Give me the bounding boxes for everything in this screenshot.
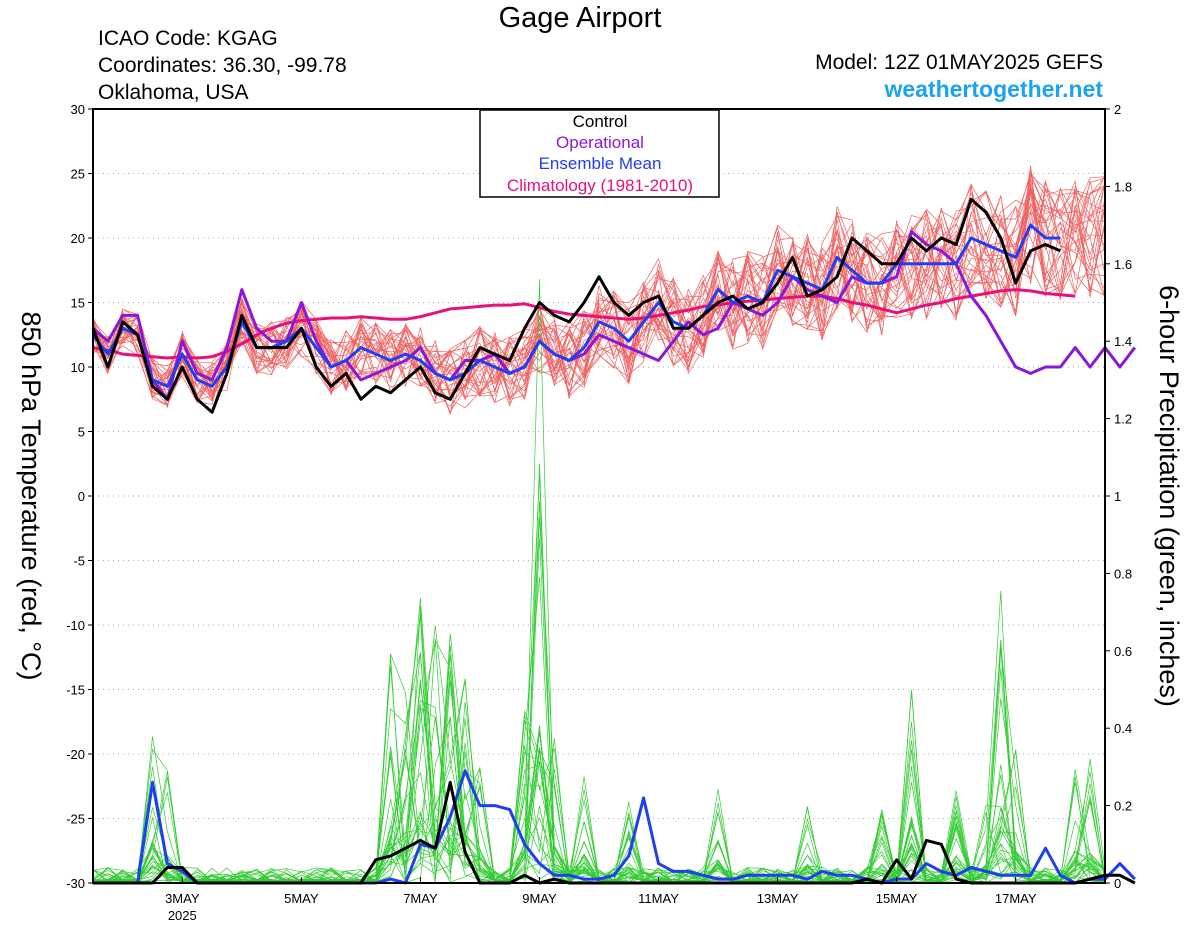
legend-frame [479, 109, 720, 198]
temp-operational-line [92, 230, 1136, 401]
precip-member-line [92, 665, 1106, 884]
left-tick-label: 20 [71, 231, 85, 246]
precip-member-line [92, 616, 1106, 884]
temp-member-line [92, 176, 1106, 407]
right-tick-label: 2 [1114, 102, 1121, 117]
temp-member-line [92, 170, 1106, 405]
left-tick-label: 15 [71, 296, 85, 311]
right-tick-label: 1.6 [1114, 257, 1132, 272]
ensemble-members [92, 165, 1106, 885]
right-tick-label: 1 [1114, 489, 1121, 504]
precip-member-line [92, 699, 1106, 884]
precip-member-line [92, 648, 1106, 884]
right-tick-label: 0.6 [1114, 644, 1132, 659]
chart-title: Gage Airport [498, 2, 662, 34]
right-tick-label: 0.4 [1114, 721, 1132, 736]
right-tick-label: 1.8 [1114, 179, 1132, 194]
legend-box: Control Operational Ensemble Mean Climat… [479, 109, 720, 198]
right-tick-label: 0 [1114, 876, 1121, 891]
right-tick-label: 0.8 [1114, 566, 1132, 581]
x-tick-label: 5MAY [284, 891, 319, 906]
temp-member-line [92, 180, 1106, 398]
temp-member-line [92, 188, 1106, 401]
temp-member-line [92, 179, 1106, 399]
left-tick-label: -20 [66, 747, 85, 762]
left-tick-label: -15 [66, 683, 85, 698]
left-tick-label: 0 [78, 489, 85, 504]
temp-member-line [92, 174, 1106, 409]
legend-control: Control [573, 112, 628, 131]
axis-ticks: 302520151050-5-10-15-20-25-3021.81.61.41… [66, 102, 1132, 923]
temp-member-line [92, 185, 1106, 413]
x-tick-label: 9MAY [522, 891, 557, 906]
series-lines [91, 197, 1136, 885]
x-tick-label: 15MAY [876, 891, 918, 906]
left-tick-label: 10 [71, 360, 85, 375]
precip-member-line [92, 653, 1106, 884]
precip-member-line [92, 707, 1106, 884]
x-tick-label: 11MAY [638, 891, 679, 906]
temp-member-line [92, 182, 1106, 404]
legend-climatology: Climatology (1981-2010) [507, 176, 693, 195]
icao-code: ICAO Code: KGAG [98, 27, 278, 50]
site-link[interactable]: weathertogether.net [884, 76, 1103, 102]
legend-ensemble-mean: Ensemble Mean [539, 154, 662, 173]
x-tick-year: 2025 [168, 908, 197, 923]
legend-operational: Operational [556, 133, 644, 152]
x-tick-label: 13MAY [757, 891, 799, 906]
model-run: Model: 12Z 01MAY2025 GEFS [815, 51, 1103, 74]
temp-control-line [91, 197, 1061, 414]
left-tick-label: -25 [66, 812, 85, 827]
precip-member-line [92, 278, 1106, 884]
precip-member-line [92, 761, 1106, 884]
x-tick-label: 17MAY [995, 891, 1037, 906]
precip-ensemble-mean-line [93, 769, 1136, 885]
precip-member-line [92, 654, 1106, 884]
left-tick-label: -10 [66, 618, 85, 633]
location: Oklahoma, USA [98, 81, 249, 104]
x-tick-label: 7MAY [403, 891, 438, 906]
precip-member-line [92, 613, 1106, 884]
precip-member-line [92, 605, 1106, 884]
precip-member-line [92, 652, 1106, 884]
right-tick-label: 1.2 [1114, 412, 1132, 427]
left-tick-label: 5 [78, 425, 85, 440]
temp-member-line [92, 173, 1106, 403]
precip-member-line [92, 717, 1106, 884]
precip-member-line [92, 474, 1106, 884]
right-tick-label: 1.4 [1114, 334, 1132, 349]
left-tick-label: 30 [71, 102, 85, 117]
left-tick-label: -30 [66, 876, 85, 891]
x-tick-label: 3MAY [165, 891, 200, 906]
precip-member-line [92, 718, 1106, 884]
precip-member-line [92, 577, 1106, 884]
left-tick-label: 25 [71, 167, 85, 182]
left-axis-title: 850 hPa Temperature (red, °C) [16, 312, 46, 681]
right-tick-label: 0.2 [1114, 799, 1132, 814]
left-tick-label: -5 [73, 554, 85, 569]
precip-member-line [92, 691, 1106, 884]
coordinates: Coordinates: 36.30, -99.78 [98, 54, 347, 77]
right-axis-title: 6-hour Precipitation (green, inches) [1154, 285, 1184, 707]
climatology-line [92, 288, 1076, 360]
